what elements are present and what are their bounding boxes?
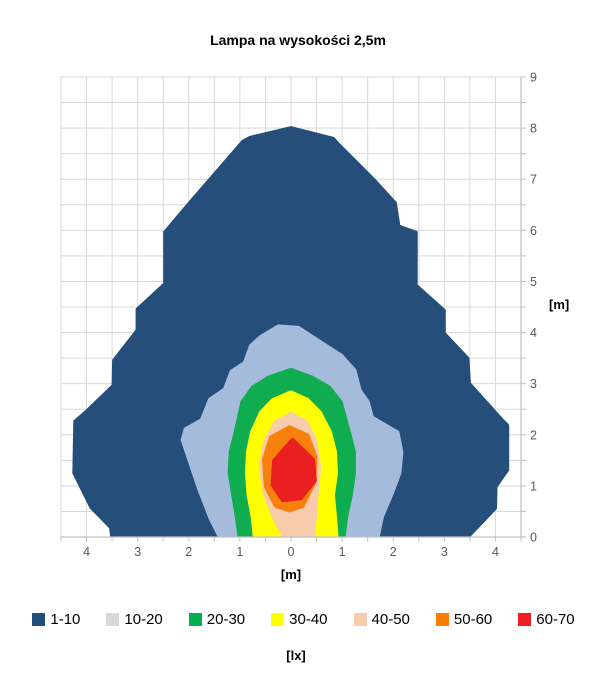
- legend-label: 60-70: [536, 611, 575, 628]
- y-tick-label: 3: [530, 377, 537, 391]
- y-tick-label: 0: [530, 531, 537, 545]
- y-tick-label: 8: [530, 122, 537, 136]
- legend-label: 10-20: [124, 611, 163, 628]
- legend-item-1-10: 1-10: [32, 611, 80, 628]
- legend-item-50-60: 50-60: [435, 611, 493, 628]
- y-tick-label: 4: [530, 326, 537, 340]
- x-tick-label: 2: [185, 545, 192, 559]
- y-tick-label: 2: [530, 428, 537, 442]
- x-tick-label: 4: [83, 545, 90, 559]
- x-axis-title: [m]: [280, 567, 302, 582]
- x-tick-label: 0: [288, 545, 295, 559]
- legend-label: 1-10: [50, 611, 81, 628]
- legend-item-20-30: 20-30: [188, 611, 246, 628]
- legend-label: 30-40: [289, 611, 328, 628]
- legend-label: 50-60: [453, 611, 493, 628]
- x-tick-label: 3: [441, 545, 448, 559]
- legend-swatch: [271, 613, 285, 626]
- y-tick-label: 7: [530, 173, 537, 187]
- legend-label: 20-30: [206, 611, 246, 628]
- legend-swatch: [435, 613, 449, 626]
- legend-swatch: [188, 613, 202, 626]
- y-tick-label: 1: [530, 479, 537, 493]
- legend-swatch: [32, 613, 46, 626]
- x-tick-label: 1: [339, 545, 346, 559]
- legend: 1-10 10-20 20-30 30-40 40-50 50-60 60-70: [0, 611, 607, 628]
- y-tick-label: 9: [530, 71, 537, 85]
- legend-label: 40-50: [371, 611, 410, 628]
- chart-title: Lampa na wysokości 2,5m: [210, 32, 386, 48]
- legend-swatch: [518, 613, 532, 626]
- y-tick-label: 6: [530, 224, 537, 238]
- y-tick-label: 5: [530, 275, 537, 289]
- legend-swatch: [353, 613, 367, 626]
- x-tick-label: 4: [492, 545, 499, 559]
- legend-item-30-40: 30-40: [271, 611, 328, 628]
- legend-item-10-20: 10-20: [106, 611, 163, 628]
- y-axis-title: [m]: [549, 297, 570, 312]
- legend-item-60-70: 60-70: [518, 611, 575, 628]
- contour-chart: 4 3 2 1 0 1 2 3 4 0 1 2 3 4 5 6 7 8 9: [60, 71, 537, 559]
- x-tick-label: 1: [236, 545, 243, 559]
- legend-swatch: [106, 613, 120, 626]
- x-tick-label: 3: [134, 545, 141, 559]
- contour-band-60-70: [270, 437, 317, 503]
- x-tick-label: 2: [390, 545, 397, 559]
- legend-unit-label: [lx]: [286, 648, 306, 663]
- legend-item-40-50: 40-50: [353, 611, 410, 628]
